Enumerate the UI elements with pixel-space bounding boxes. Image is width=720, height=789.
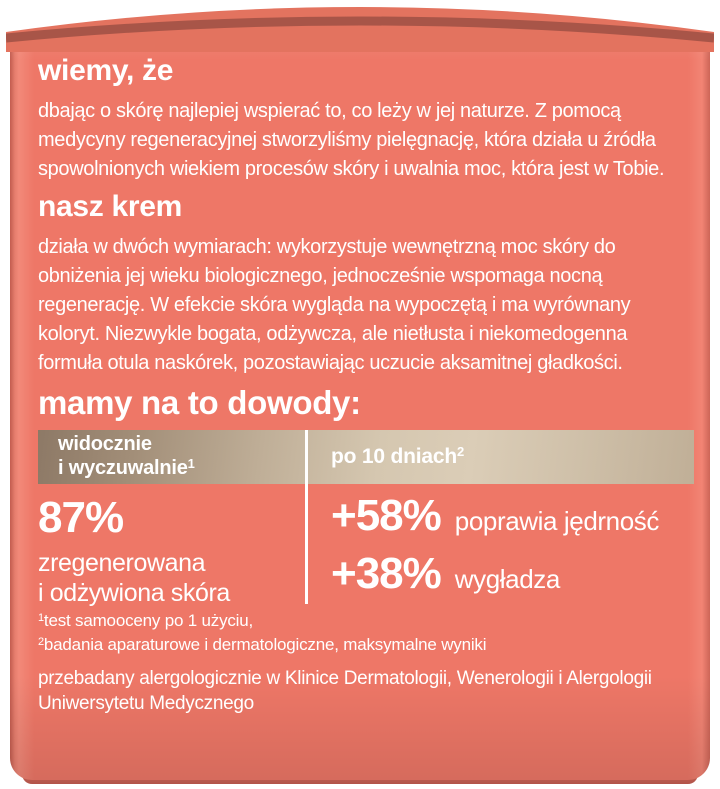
- stat-value-58: +58%: [331, 491, 442, 540]
- footnote-1: 1test samooceny po 1 użyciu,: [38, 611, 254, 630]
- heading-dowody: mamy na to dowody:: [38, 384, 361, 421]
- stat-value-87: 87%: [38, 493, 124, 542]
- heading-wiemy-ze: wiemy, że: [38, 54, 174, 87]
- column-divider-line: [305, 430, 308, 604]
- box-front-panel: wiemy, że dbając o skórę najlepiej wspie…: [10, 32, 710, 780]
- proof-header-right: po 10 dniach 2: [331, 443, 464, 469]
- proof-header-left: widocznie i wyczuwalnie1: [38, 430, 305, 484]
- cream-paragraph: działa w dwóch wymiarach: wykorzystuje w…: [38, 236, 631, 374]
- stat-left-column: 87% zregenerowana i odżywiona skóra: [38, 484, 305, 608]
- heading-nasz-krem: nasz krem: [38, 190, 183, 223]
- proof-table-header-bar: widocznie i wyczuwalnie1 po 10 dniach 2: [38, 430, 694, 484]
- footnote-2: 2badania aparaturowe i dermatologiczne, …: [38, 635, 487, 654]
- intro-paragraph: dbając o skórę najlepiej wspierać to, co…: [38, 100, 665, 180]
- footnote-marker-1: 1: [187, 456, 195, 471]
- stat-label-smoothing: wygładza: [454, 564, 561, 594]
- footnotes: 1test samooceny po 1 użyciu, 2badania ap…: [38, 610, 694, 658]
- stat-right-column: +58% poprawia jędrność +38% wygładza: [305, 484, 694, 604]
- stat-label-left: zregenerowana i odżywiona skóra: [38, 549, 230, 607]
- proof-table: widocznie i wyczuwalnie1 po 10 dniach 2 8…: [38, 430, 694, 608]
- allergy-note: przebadany alergologicznie w Klinice Der…: [38, 668, 652, 714]
- stat-label-firmness: poprawia jędrność: [454, 506, 660, 536]
- stat-value-38: +38%: [331, 549, 442, 598]
- proof-header-left-line1: widocznie: [58, 433, 152, 455]
- stat-row-smoothing: +38% wygładza: [331, 550, 694, 598]
- footnote-marker-2: 2: [456, 443, 464, 459]
- proof-header-left-line2: i wyczuwalnie1: [58, 456, 195, 479]
- stat-row-firmness: +58% poprawia jędrność: [331, 492, 694, 540]
- proof-stats-row: 87% zregenerowana i odżywiona skóra +58%…: [38, 484, 694, 608]
